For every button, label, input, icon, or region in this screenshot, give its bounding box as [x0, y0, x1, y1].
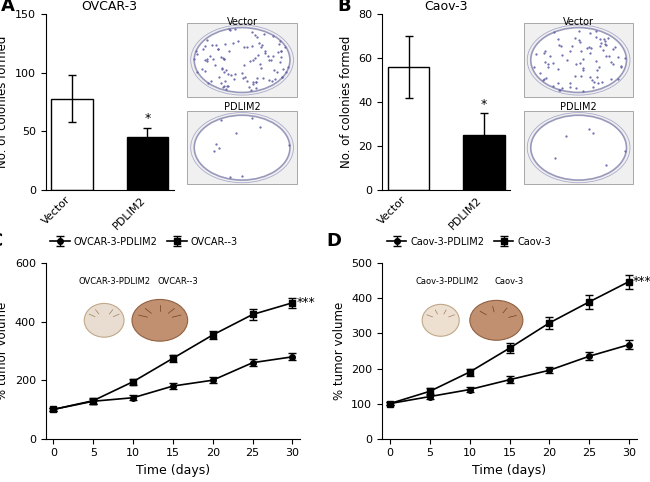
Text: C: C	[0, 232, 3, 250]
Bar	[127, 137, 168, 190]
Bar	[524, 111, 634, 185]
Text: PDLIM2: PDLIM2	[560, 102, 597, 112]
Ellipse shape	[194, 115, 290, 180]
Legend: OVCAR-3-PDLIM2, OVCAR--3: OVCAR-3-PDLIM2, OVCAR--3	[50, 237, 238, 247]
Text: *: *	[481, 98, 487, 111]
Ellipse shape	[531, 115, 627, 180]
Text: *: *	[144, 112, 151, 125]
Ellipse shape	[194, 27, 290, 93]
Bar	[463, 135, 504, 190]
Bar	[187, 23, 297, 97]
Text: ***: ***	[296, 296, 315, 309]
Y-axis label: No. of colonies formed: No. of colonies formed	[0, 36, 9, 168]
Text: A: A	[1, 0, 14, 15]
Bar	[524, 23, 634, 97]
Bar	[51, 99, 93, 190]
Y-axis label: No. of colonies formed: No. of colonies formed	[340, 36, 353, 168]
Text: Vector: Vector	[563, 17, 594, 27]
X-axis label: Time (days): Time (days)	[136, 464, 210, 477]
Y-axis label: % tumor volume: % tumor volume	[333, 302, 346, 400]
Title: OVCAR-3: OVCAR-3	[82, 0, 138, 13]
Legend: Caov-3-PDLIM2, Caov-3: Caov-3-PDLIM2, Caov-3	[387, 237, 551, 247]
Text: ***: ***	[633, 275, 650, 288]
Text: OVCAR-3-PDLIM2: OVCAR-3-PDLIM2	[79, 277, 151, 286]
Text: PDLIM2: PDLIM2	[224, 102, 261, 112]
Bar	[187, 111, 297, 185]
Ellipse shape	[531, 27, 627, 93]
Y-axis label: % tumor volume: % tumor volume	[0, 302, 9, 400]
Text: Caov-3: Caov-3	[494, 277, 523, 286]
Text: B: B	[337, 0, 351, 15]
Text: OVCAR--3: OVCAR--3	[158, 277, 198, 286]
X-axis label: Time (days): Time (days)	[473, 464, 547, 477]
Text: D: D	[326, 232, 341, 250]
Title: Caov-3: Caov-3	[424, 0, 468, 13]
Text: Caov-3-PDLIM2: Caov-3-PDLIM2	[415, 277, 478, 286]
Text: Vector: Vector	[227, 17, 257, 27]
Bar	[388, 67, 429, 190]
